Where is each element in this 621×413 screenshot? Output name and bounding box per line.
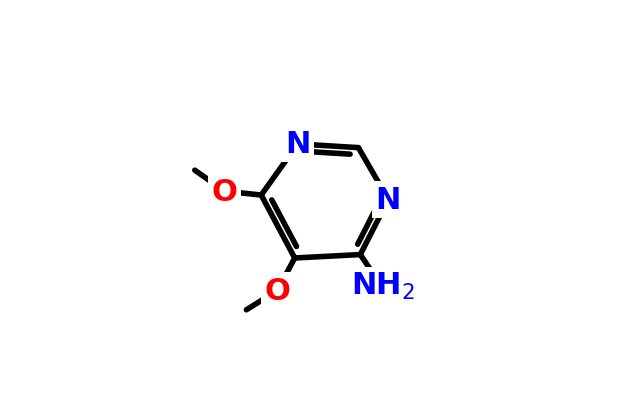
Text: N: N <box>376 185 401 214</box>
Text: O: O <box>265 276 291 305</box>
Text: N: N <box>285 130 310 159</box>
Text: NH$_2$: NH$_2$ <box>351 271 415 301</box>
Text: O: O <box>212 177 238 206</box>
